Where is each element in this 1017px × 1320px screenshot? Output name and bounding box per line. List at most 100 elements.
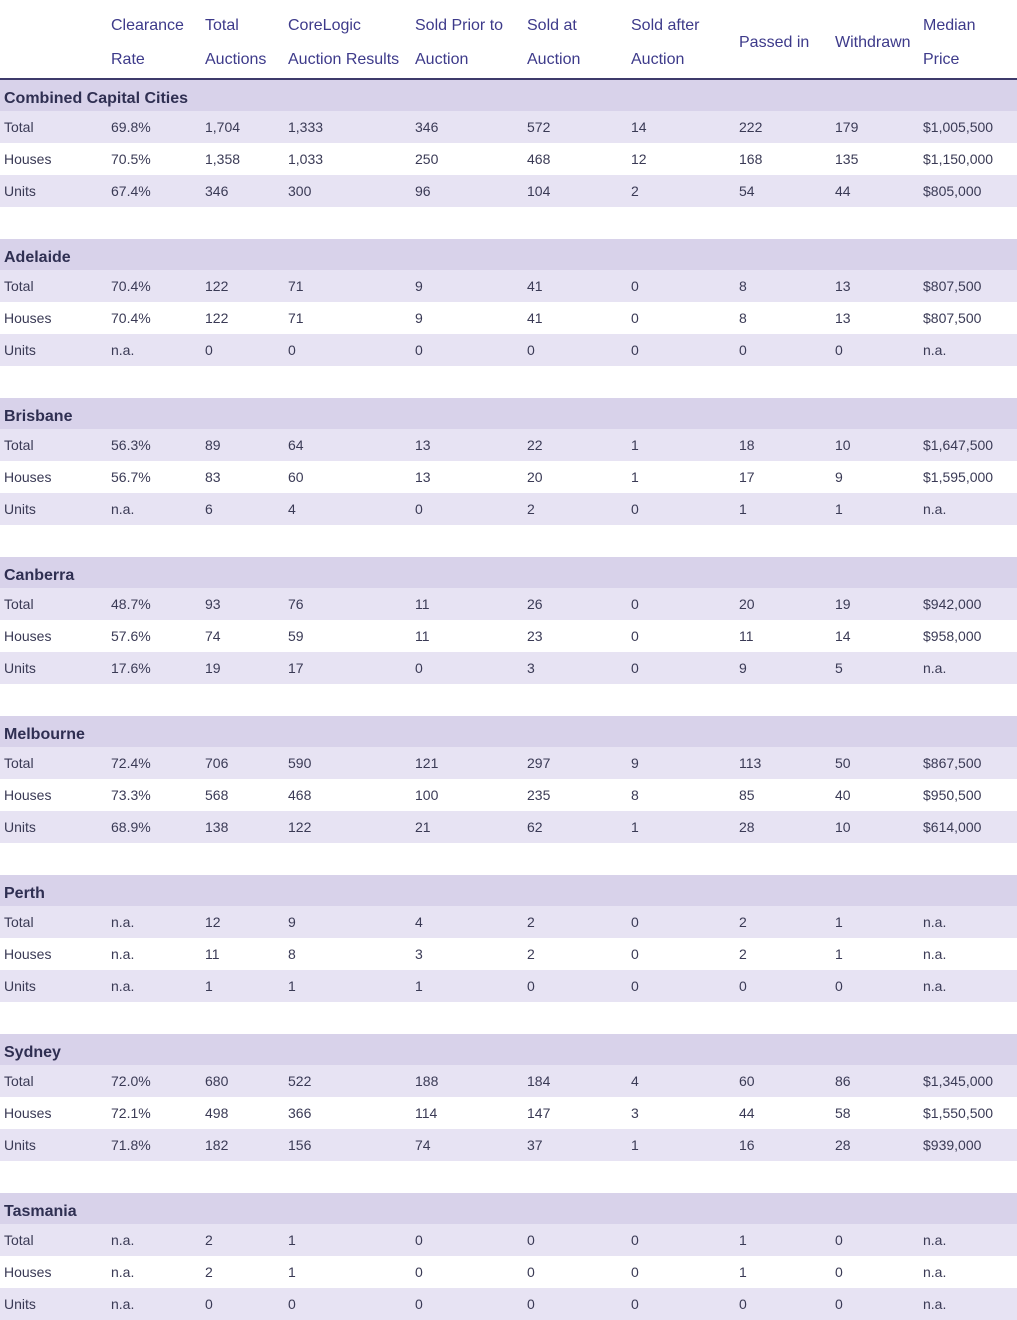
cell-total-auctions: 11 xyxy=(205,946,220,962)
cell-sold-after-auction: 0 xyxy=(631,596,639,612)
cell-corelogic-auction-results: 1,033 xyxy=(288,151,324,167)
region-heading: Tasmania xyxy=(0,1193,1017,1224)
cell-sold-after-auction: 1 xyxy=(631,819,639,835)
cell-median-price: $807,500 xyxy=(923,310,982,326)
cell-sold-after-auction: 0 xyxy=(631,914,639,930)
cell-sold-at-auction: 41 xyxy=(527,278,543,294)
cell-sold-after-auction: 3 xyxy=(631,1105,639,1121)
cell-row-type: Total xyxy=(4,1073,34,1089)
column-header-line: Total xyxy=(205,17,239,34)
region-section: Melbourne Total 72.4% 706 590 121 297 9 113 50 $86… xyxy=(0,716,1017,843)
cell-withdrawn: 0 xyxy=(835,1264,843,1280)
cell-sold-after-auction: 9 xyxy=(631,755,639,771)
table-row: Total 48.7% 93 76 11 26 0 20 19 $942,000 xyxy=(0,588,1017,620)
cell-row-type: Total xyxy=(4,755,34,771)
region-section: Adelaide Total 70.4% 122 71 9 41 0 8 13 $807,500 Ho… xyxy=(0,239,1017,366)
cell-clearance-rate: 67.4% xyxy=(111,183,151,199)
cell-clearance-rate: 72.1% xyxy=(111,1105,151,1121)
cell-row-type: Total xyxy=(4,914,34,930)
cell-median-price: n.a. xyxy=(923,501,947,517)
cell-corelogic-auction-results: 1 xyxy=(288,978,296,994)
column-header-line: Price xyxy=(923,51,960,68)
cell-row-type: Houses xyxy=(4,787,52,803)
cell-row-type: Units xyxy=(4,819,36,835)
cell-clearance-rate: n.a. xyxy=(111,1296,135,1312)
cell-total-auctions: 1,358 xyxy=(205,151,241,167)
cell-corelogic-auction-results: 64 xyxy=(288,437,304,453)
cell-row-type: Units xyxy=(4,978,36,994)
cell-corelogic-auction-results: 71 xyxy=(288,278,304,294)
cell-median-price: n.a. xyxy=(923,1264,947,1280)
cell-sold-at-auction: 104 xyxy=(527,183,551,199)
cell-sold-prior-to-auction: 13 xyxy=(415,469,431,485)
table-row: Units n.a. 6 4 0 2 0 1 1 n.a. xyxy=(0,493,1017,525)
section-spacer xyxy=(0,366,1017,398)
column-header-sold-at-auction: Sold at Auction xyxy=(527,9,580,77)
cell-sold-after-auction: 0 xyxy=(631,978,639,994)
cell-sold-after-auction: 0 xyxy=(631,310,639,326)
cell-clearance-rate: 56.3% xyxy=(111,437,151,453)
auction-results-table: Combined Capital Cities Total 69.8% 1,704 1,… xyxy=(0,80,1017,1320)
cell-total-auctions: 1,704 xyxy=(205,119,241,135)
section-spacer xyxy=(0,843,1017,875)
table-row: Units n.a. 0 0 0 0 0 0 0 n.a. xyxy=(0,334,1017,366)
cell-passed-in: 18 xyxy=(739,437,755,453)
cell-sold-prior-to-auction: 100 xyxy=(415,787,439,803)
cell-median-price: $1,150,000 xyxy=(923,151,994,167)
cell-corelogic-auction-results: 0 xyxy=(288,342,296,358)
cell-sold-at-auction: 0 xyxy=(527,1296,535,1312)
cell-withdrawn: 1 xyxy=(835,946,843,962)
cell-total-auctions: 706 xyxy=(205,755,229,771)
cell-row-type: Houses xyxy=(4,310,52,326)
cell-median-price: n.a. xyxy=(923,978,947,994)
region-section: Brisbane Total 56.3% 89 64 13 22 1 18 10 $1,647,50… xyxy=(0,398,1017,525)
cell-passed-in: 1 xyxy=(739,1232,747,1248)
cell-sold-prior-to-auction: 9 xyxy=(415,310,423,326)
cell-corelogic-auction-results: 590 xyxy=(288,755,312,771)
cell-passed-in: 1 xyxy=(739,1264,747,1280)
cell-median-price: $1,345,000 xyxy=(923,1073,994,1089)
region-heading: Brisbane xyxy=(0,398,1017,429)
cell-median-price: $1,005,500 xyxy=(923,119,994,135)
cell-total-auctions: 122 xyxy=(205,278,229,294)
cell-withdrawn: 13 xyxy=(835,310,851,326)
region-section: Combined Capital Cities Total 69.8% 1,704 1,… xyxy=(0,80,1017,207)
column-header-line: Auction xyxy=(527,51,581,68)
cell-sold-prior-to-auction: 0 xyxy=(415,1296,423,1312)
cell-corelogic-auction-results: 1 xyxy=(288,1232,296,1248)
cell-row-type: Houses xyxy=(4,1105,52,1121)
cell-sold-after-auction: 2 xyxy=(631,183,639,199)
region-heading: Adelaide xyxy=(0,239,1017,270)
cell-total-auctions: 680 xyxy=(205,1073,229,1089)
table-row: Houses 73.3% 568 468 100 235 8 85 40 $950,500 xyxy=(0,779,1017,811)
cell-median-price: n.a. xyxy=(923,1296,947,1312)
cell-passed-in: 168 xyxy=(739,151,763,167)
cell-sold-at-auction: 2 xyxy=(527,946,535,962)
column-header-total-auctions: Total Auctions xyxy=(205,9,266,77)
cell-total-auctions: 138 xyxy=(205,819,229,835)
cell-sold-after-auction: 0 xyxy=(631,501,639,517)
cell-sold-at-auction: 147 xyxy=(527,1105,551,1121)
column-header-line: Withdrawn xyxy=(835,34,911,51)
cell-sold-prior-to-auction: 9 xyxy=(415,278,423,294)
cell-corelogic-auction-results: 300 xyxy=(288,183,312,199)
cell-corelogic-auction-results: 156 xyxy=(288,1137,312,1153)
cell-sold-prior-to-auction: 11 xyxy=(415,596,430,612)
cell-passed-in: 28 xyxy=(739,819,755,835)
column-header-line: Median xyxy=(923,17,976,34)
cell-passed-in: 17 xyxy=(739,469,755,485)
cell-passed-in: 2 xyxy=(739,914,747,930)
table-row: Units 71.8% 182 156 74 37 1 16 28 $939,000 xyxy=(0,1129,1017,1161)
cell-withdrawn: 5 xyxy=(835,660,843,676)
cell-sold-after-auction: 0 xyxy=(631,628,639,644)
cell-total-auctions: 182 xyxy=(205,1137,229,1153)
cell-row-type: Houses xyxy=(4,151,52,167)
cell-corelogic-auction-results: 4 xyxy=(288,501,296,517)
region-section: Canberra Total 48.7% 93 76 11 26 0 20 19 $942,000 H… xyxy=(0,557,1017,684)
cell-passed-in: 0 xyxy=(739,342,747,358)
cell-sold-after-auction: 0 xyxy=(631,342,639,358)
region-heading: Canberra xyxy=(0,557,1017,588)
column-header-line: Clearance xyxy=(111,17,184,34)
cell-clearance-rate: 70.4% xyxy=(111,310,151,326)
cell-passed-in: 0 xyxy=(739,978,747,994)
